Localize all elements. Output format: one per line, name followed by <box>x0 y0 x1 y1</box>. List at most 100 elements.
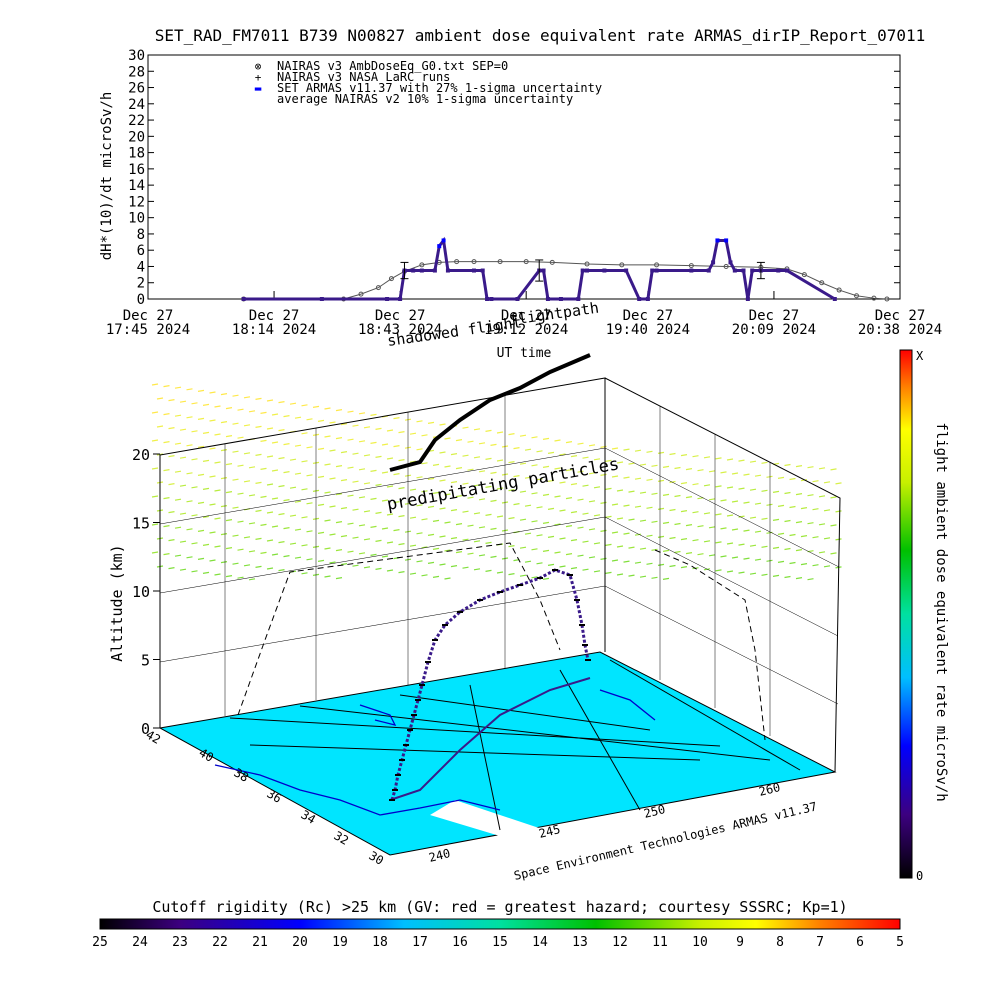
dose-mark <box>761 573 768 576</box>
dose-mark <box>669 536 676 540</box>
dose-mark <box>335 577 343 580</box>
rc-tick-label: 24 <box>132 935 148 950</box>
dose-mark <box>720 499 727 502</box>
dose-mark <box>174 414 182 417</box>
dose-mark <box>271 413 279 416</box>
dose-mark <box>209 531 216 534</box>
wall-grid <box>159 395 840 736</box>
dose-mark <box>485 429 492 432</box>
dose-mark <box>416 448 423 451</box>
dose-mark <box>565 525 573 528</box>
dose-mark <box>455 467 463 470</box>
lat-tick-label: 32 <box>332 828 352 847</box>
dose-mark <box>738 459 745 462</box>
armas-point <box>580 268 585 273</box>
nairas-point <box>471 259 477 265</box>
dose-mark <box>340 535 348 538</box>
dose-mark <box>237 436 244 439</box>
dose-mark <box>255 397 262 400</box>
dose-mark <box>531 464 538 467</box>
dose-mark <box>524 448 532 451</box>
dose-mark <box>674 494 681 498</box>
lat-tick-label: 34 <box>299 807 319 826</box>
z-axis: 0 5 10 15 20 <box>132 446 160 738</box>
dose-mark <box>386 457 394 460</box>
dose-mark <box>605 459 612 462</box>
dose-mark <box>255 453 262 456</box>
dose-mark <box>743 557 750 560</box>
armas-point <box>689 268 694 273</box>
dose-mark <box>772 518 780 521</box>
dose-mark <box>542 549 550 552</box>
dose-mark <box>225 463 233 466</box>
dose-mark <box>191 486 198 489</box>
dose-mark <box>823 481 831 484</box>
dose-mark <box>151 411 159 414</box>
dose-mark <box>542 465 550 468</box>
dose-mark <box>565 441 573 444</box>
dose-mark <box>358 524 366 527</box>
dose-mark <box>209 559 216 562</box>
dose-mark <box>283 415 290 418</box>
dose-mark <box>490 471 497 474</box>
dose-mark <box>317 419 325 422</box>
dose-mark <box>266 539 274 542</box>
dose-mark <box>260 495 267 498</box>
dose-mark <box>398 543 405 546</box>
dose-mark <box>225 435 233 438</box>
dose-mark <box>651 548 658 551</box>
rc-tick-label: 9 <box>736 935 744 950</box>
dose-mark <box>409 488 417 491</box>
dose-mark <box>386 569 394 572</box>
dose-mark <box>634 561 642 564</box>
dose-mark <box>835 482 842 485</box>
dose-mark <box>329 477 336 480</box>
dose-mark <box>197 501 205 504</box>
dose-mark <box>462 482 469 485</box>
dose-mark <box>685 552 693 555</box>
rc-tick-label: 6 <box>856 935 864 950</box>
dose-mark <box>352 564 359 567</box>
lon-tick-label: 240 <box>427 846 451 865</box>
dose-mark <box>823 537 831 540</box>
dose-mark <box>490 527 497 530</box>
dose-mark <box>427 421 435 424</box>
dose-mark <box>823 509 831 512</box>
dose-mark <box>386 429 394 432</box>
dose-mark <box>554 439 561 442</box>
y-tick-label: 8 <box>137 227 145 243</box>
armas-point <box>480 268 485 273</box>
dose-mark <box>220 533 228 536</box>
lat-tick-label: 38 <box>232 765 252 784</box>
dose-mark <box>772 574 780 577</box>
dose-mark <box>260 551 267 554</box>
dose-mark <box>554 523 561 526</box>
dose-mark <box>335 465 343 468</box>
dose-mark <box>398 487 405 490</box>
dose-mark <box>283 499 290 502</box>
dose-mark <box>542 577 550 580</box>
armas-point <box>654 268 659 273</box>
dose-mark <box>582 484 589 487</box>
dose-mark <box>421 490 428 493</box>
dose-mark <box>554 467 561 470</box>
dose-mark <box>209 503 216 506</box>
dose-mark <box>421 574 428 577</box>
dose-mark <box>634 505 642 508</box>
x-axis-label: UT time <box>497 346 552 361</box>
dose-mark <box>370 553 377 556</box>
dose-mark <box>278 457 285 460</box>
dose-mark <box>186 556 193 559</box>
dose-mark <box>416 504 423 507</box>
dose-mark <box>237 408 244 411</box>
dose-mark <box>777 532 785 535</box>
dose-mark <box>393 529 400 532</box>
dose-mark <box>761 545 768 548</box>
dose-mark <box>214 433 221 436</box>
dose-mark <box>639 519 647 522</box>
dose-mark <box>462 566 469 569</box>
dose-mark <box>467 468 474 471</box>
dose-mark <box>531 520 538 523</box>
shadow-sidewall <box>654 549 766 741</box>
dose-mark <box>692 483 699 486</box>
